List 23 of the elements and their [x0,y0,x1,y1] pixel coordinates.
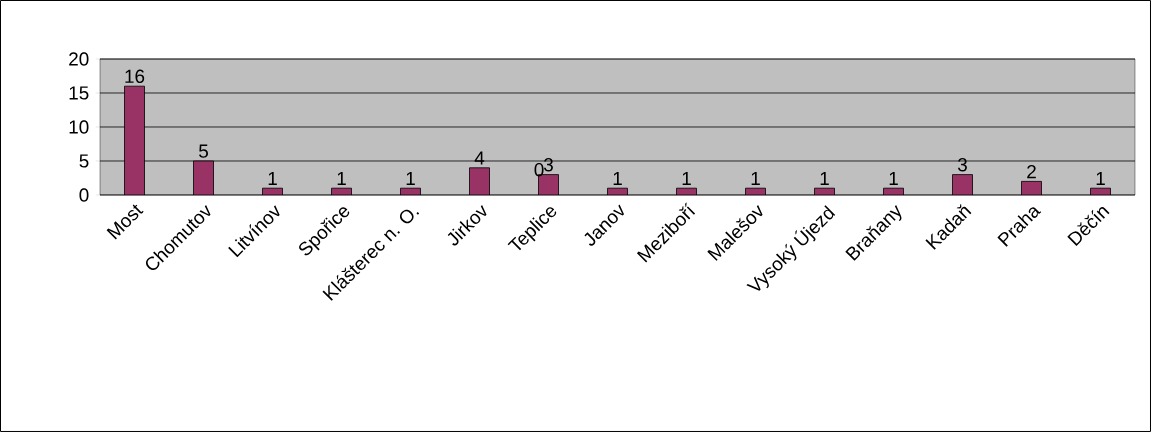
y-tick-label: 15 [69,86,89,100]
data-label: 3 [543,157,553,172]
bar [124,85,145,195]
data-label: 1 [820,171,829,185]
data-label: 5 [199,144,208,158]
y-tick-label: 0 [79,188,89,202]
annotation: 0 [534,162,544,177]
data-label: 1 [268,171,277,185]
data-label: 1 [889,171,898,185]
data-label: 16 [125,69,145,83]
data-label: 1 [1096,171,1105,185]
data-label: 1 [751,171,760,185]
data-label: 4 [474,151,485,165]
y-tick-label: 10 [69,120,89,134]
y-tick-label: 20 [69,52,89,66]
data-label: 1 [613,171,622,185]
data-label: 2 [1027,164,1036,179]
data-label: 3 [957,157,967,172]
data-label: 1 [682,171,691,185]
data-label: 1 [337,171,346,185]
bar [469,167,490,195]
data-label: 1 [406,171,415,185]
y-tick-label: 5 [79,154,89,168]
